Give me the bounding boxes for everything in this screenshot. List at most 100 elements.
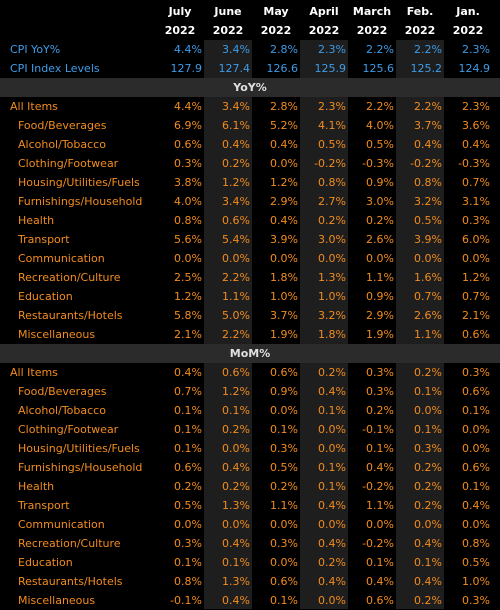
value-cell: 1.3% [222, 575, 250, 588]
column-header-cell: Feb. 2022 [396, 0, 444, 40]
value-cell: 0.9% [366, 290, 394, 303]
column-year: 2022 [212, 24, 244, 37]
row-label: Housing/Utilities/Fuels [18, 176, 140, 189]
value-cell: 0.7% [174, 385, 202, 398]
value-cell: 1.8% [318, 328, 346, 341]
row-label: Food/Beverages [18, 385, 107, 398]
column-year: 2022 [404, 24, 436, 37]
value-cell: 0.0% [318, 252, 346, 265]
value-cell: 0.5% [174, 499, 202, 512]
value-cell: -0.2% [362, 480, 394, 493]
value-cell: 0.4% [270, 138, 298, 151]
table-row: Communication 0.0% 0.0% 0.0% 0.0% 0.0% 0.0% 0.0… [0, 249, 500, 268]
row-label: All Items [10, 366, 58, 379]
value-cell: 0.2% [318, 366, 346, 379]
value-cell: 0.3% [366, 385, 394, 398]
row-label: Health [18, 214, 55, 227]
table-row: Clothing/Footwear 0.1% 0.2% 0.1% 0.0% -0.1% 0.… [0, 420, 500, 439]
value-cell: 0.4% [174, 366, 202, 379]
value-cell: 2.2% [222, 328, 250, 341]
value-cell: 0.1% [174, 442, 202, 455]
value-cell: 1.2% [462, 271, 490, 284]
value-cell: 2.1% [462, 309, 490, 322]
row-label: Clothing/Footwear [18, 157, 119, 170]
value-cell: 1.1% [366, 271, 394, 284]
column-header-cell: April 2022 [300, 0, 348, 40]
value-cell: 0.2% [414, 480, 442, 493]
value-cell: 0.3% [270, 537, 298, 550]
value-cell: 0.4% [222, 461, 250, 474]
value-cell: 0.1% [318, 404, 346, 417]
table-row: All Items 0.4% 0.6% 0.6% 0.2% 0.3% 0.2% 0.3% [0, 363, 500, 382]
value-cell: 0.4% [318, 537, 346, 550]
value-cell: 2.3% [462, 43, 490, 56]
table-row: Furnishings/Household 4.0% 3.4% 2.9% 2.7% 3.0… [0, 192, 500, 211]
value-cell: 1.9% [270, 328, 298, 341]
value-cell: 124.9 [458, 62, 491, 75]
value-cell: 125.6 [362, 62, 395, 75]
value-cell: 0.0% [462, 423, 490, 436]
column-shade [204, 0, 252, 609]
value-cell: 0.0% [318, 518, 346, 531]
value-cell: 0.6% [270, 366, 298, 379]
value-cell: 3.4% [222, 43, 250, 56]
column-year: 2022 [260, 24, 292, 37]
value-cell: 0.4% [462, 499, 490, 512]
value-cell: 0.1% [318, 461, 346, 474]
value-cell: 0.1% [414, 556, 442, 569]
value-cell: 3.7% [270, 309, 298, 322]
value-cell: 0.6% [222, 366, 250, 379]
value-cell: 0.2% [414, 461, 442, 474]
value-cell: 3.8% [174, 176, 202, 189]
value-cell: 1.1% [222, 290, 250, 303]
value-cell: 0.0% [174, 518, 202, 531]
value-cell: 0.6% [222, 214, 250, 227]
table-row: Housing/Utilities/Fuels 3.8% 1.2% 1.2% 0.8% 0… [0, 173, 500, 192]
table-row: Transport 5.6% 5.4% 3.9% 3.0% 2.6% 3.9% 6.0% [0, 230, 500, 249]
value-cell: 0.0% [222, 252, 250, 265]
value-cell: 0.6% [174, 138, 202, 151]
value-cell: 3.1% [462, 195, 490, 208]
row-label: Transport [18, 499, 70, 512]
value-cell: 2.6% [366, 233, 394, 246]
value-cell: 0.3% [174, 537, 202, 550]
value-cell: 127.4 [218, 62, 251, 75]
value-cell: 0.8% [414, 176, 442, 189]
value-cell: 0.6% [462, 461, 490, 474]
value-cell: 2.9% [270, 195, 298, 208]
value-cell: 0.4% [366, 575, 394, 588]
table-row: Housing/Utilities/Fuels 0.1% 0.0% 0.3% 0.0% 0… [0, 439, 500, 458]
column-month: July [168, 5, 192, 18]
value-cell: 0.1% [366, 556, 394, 569]
row-label: Furnishings/Household [18, 461, 143, 474]
column-year: 2022 [452, 24, 484, 37]
value-cell: 3.7% [414, 119, 442, 132]
value-cell: 2.1% [174, 328, 202, 341]
value-cell: 3.2% [414, 195, 442, 208]
table-row: Recreation/Culture 2.5% 2.2% 1.8% 1.3% 1.1% 1.… [0, 268, 500, 287]
row-label: CPI YoY% [10, 43, 61, 56]
row-label: Education [18, 290, 73, 303]
value-cell: 1.1% [270, 499, 298, 512]
value-cell: 0.0% [414, 518, 442, 531]
value-cell: 0.0% [270, 157, 298, 170]
value-cell: 6.1% [222, 119, 250, 132]
value-cell: 2.3% [462, 100, 490, 113]
column-month: April [309, 5, 339, 18]
table-row: Recreation/Culture 0.3% 0.4% 0.3% 0.4% -0.2% 0… [0, 534, 500, 553]
value-cell: 0.4% [222, 594, 250, 607]
value-cell: 4.1% [318, 119, 346, 132]
column-year: 2022 [164, 24, 196, 37]
value-cell: 0.2% [366, 404, 394, 417]
value-cell: 127.9 [170, 62, 203, 75]
table-row: Education 0.1% 0.1% 0.0% 0.2% 0.1% 0.1% 0.5% [0, 553, 500, 572]
column-header-cell: Jan. 2022 [444, 0, 492, 40]
column-header-cell: May 2022 [252, 0, 300, 40]
row-label: Furnishings/Household [18, 195, 143, 208]
value-cell: 0.3% [366, 366, 394, 379]
value-cell: 0.0% [270, 404, 298, 417]
table-row: Alcohol/Tobacco 0.6% 0.4% 0.4% 0.5% 0.5% 0.4% 0… [0, 135, 500, 154]
value-cell: 0.4% [222, 537, 250, 550]
section-header: YoY% [0, 78, 500, 97]
